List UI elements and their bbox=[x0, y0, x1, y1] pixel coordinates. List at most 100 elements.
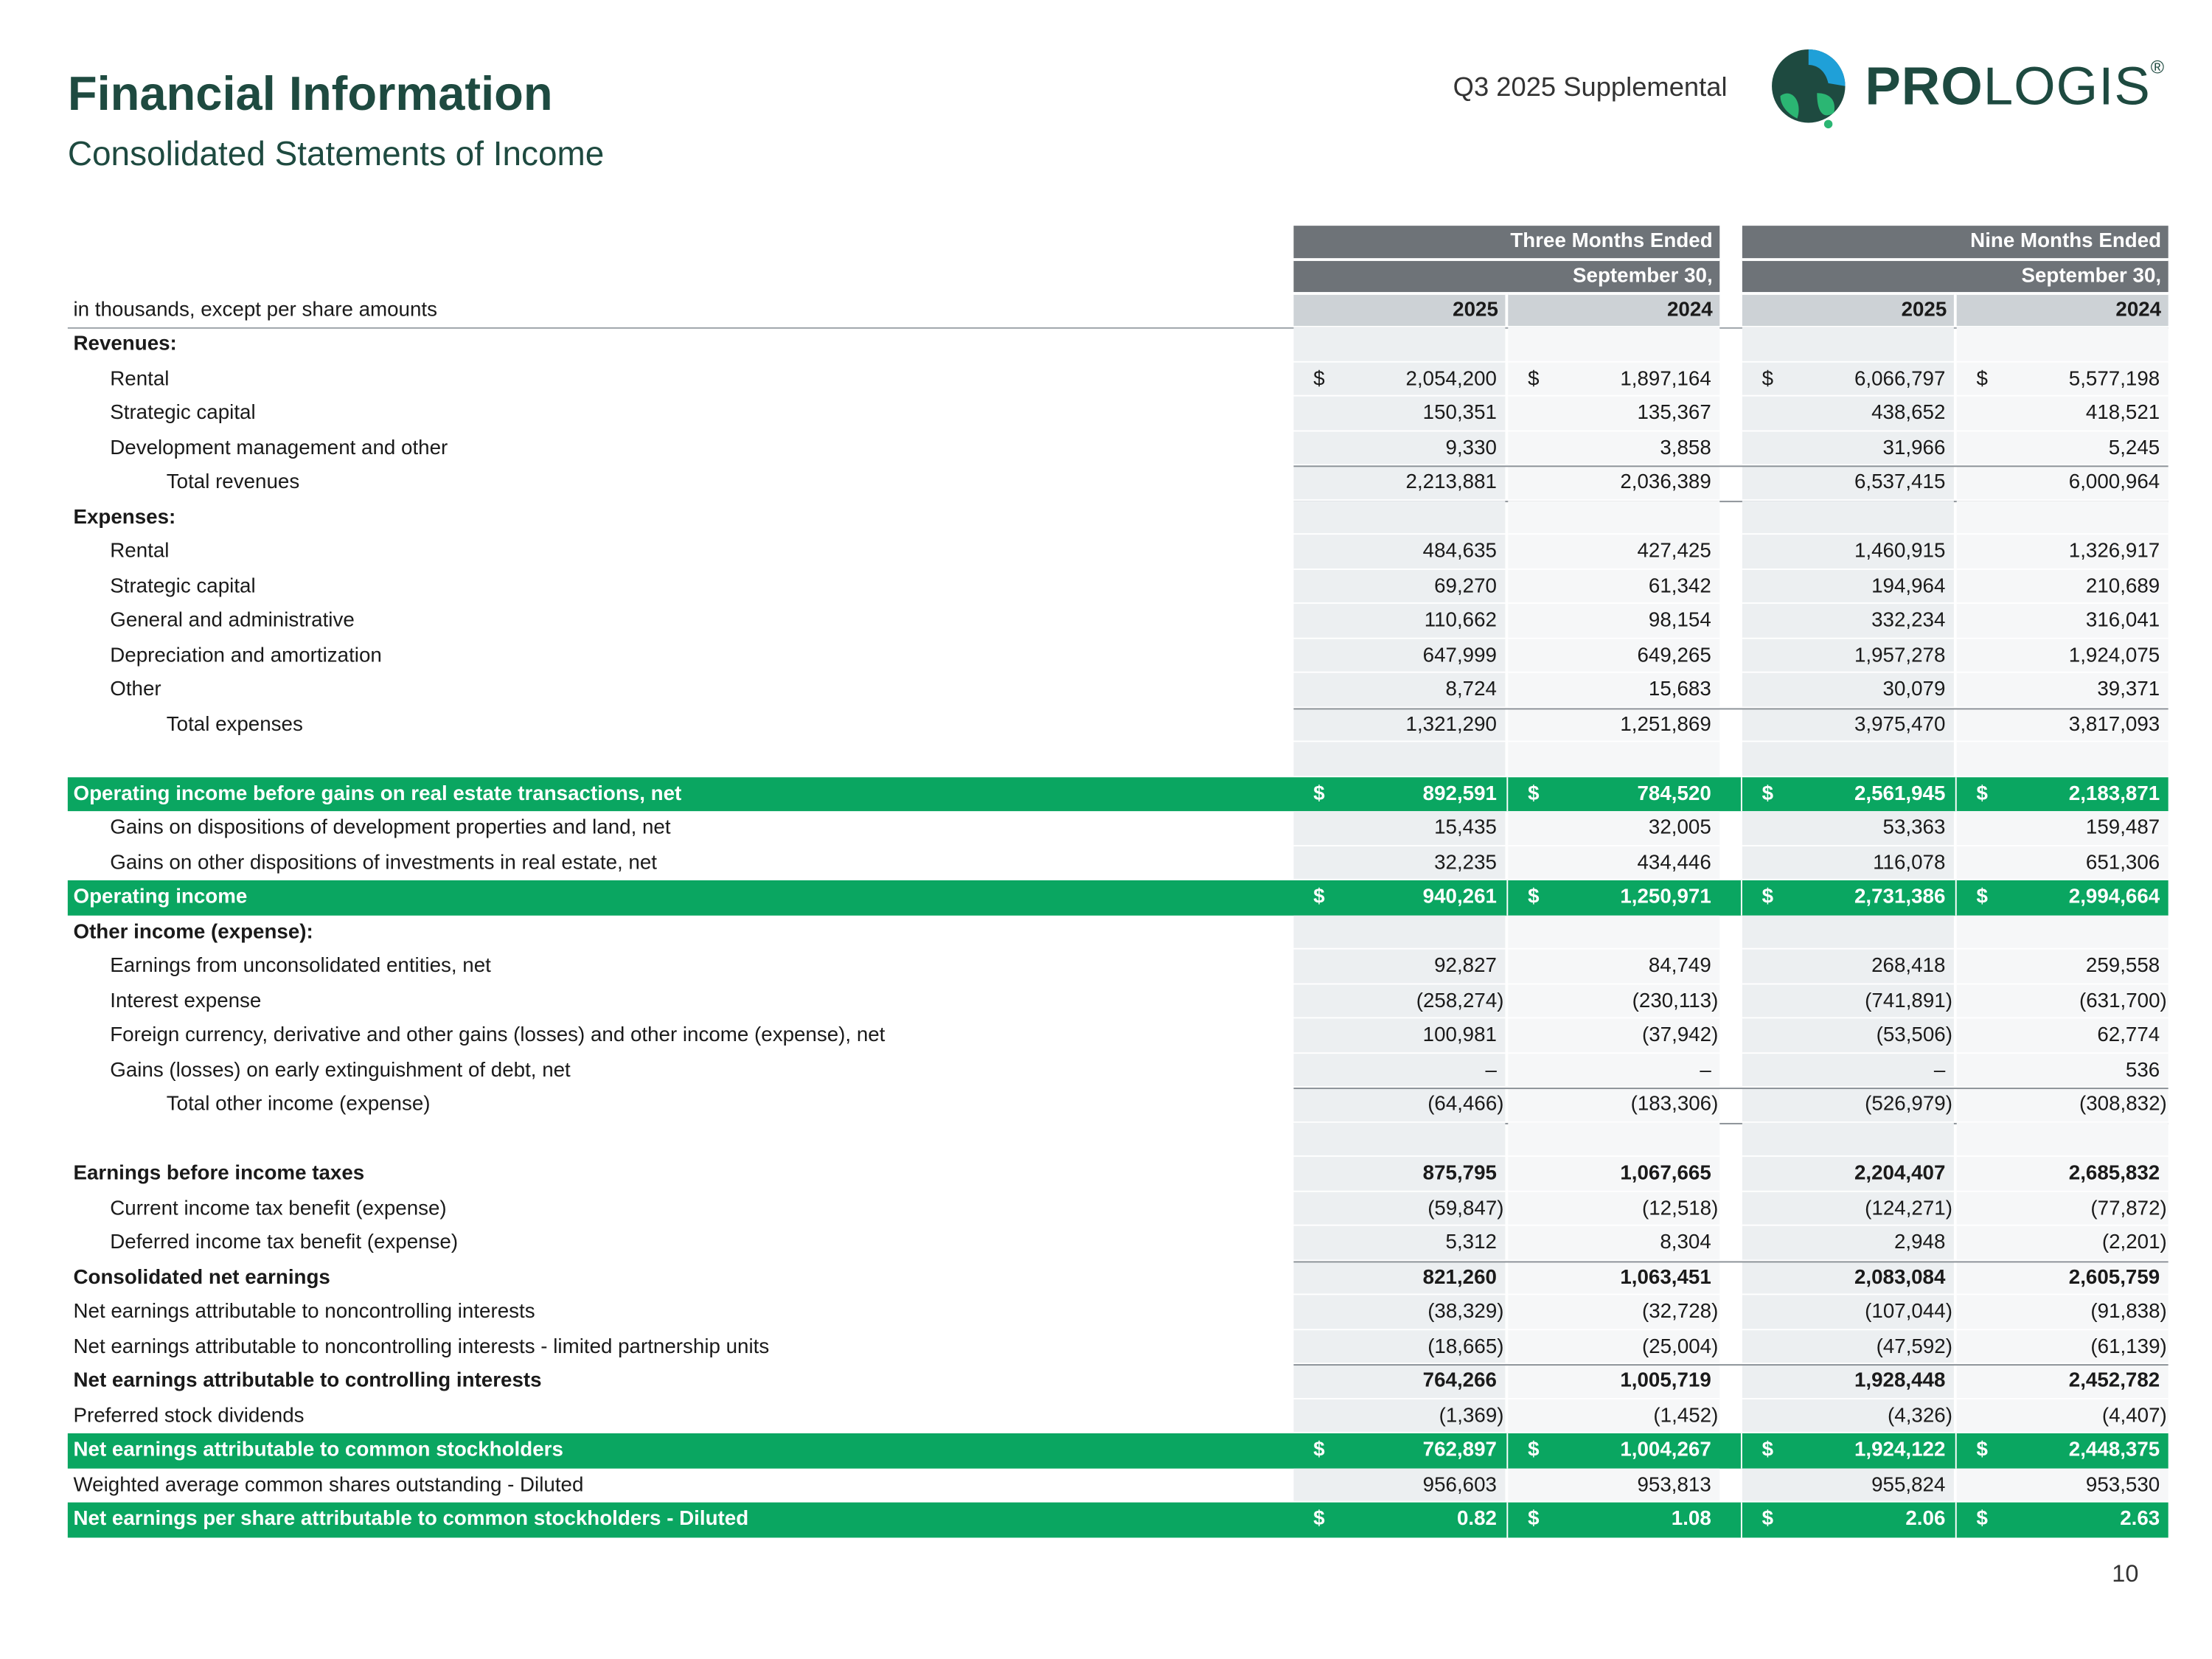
year-header: 2025 bbox=[1742, 293, 1954, 326]
value: (53,506) bbox=[1876, 1024, 1952, 1047]
cell-bg bbox=[1508, 1225, 1720, 1261]
value: (4,407) bbox=[2101, 1404, 2167, 1427]
cell-bg bbox=[1508, 1399, 1720, 1433]
value: 1,326,917 bbox=[2068, 540, 2160, 563]
value: 434,446 bbox=[1637, 851, 1711, 874]
row-label: Current income tax benefit (expense) bbox=[110, 1197, 447, 1220]
row-label: Development management and other bbox=[110, 437, 448, 459]
row-label: Preferred stock dividends bbox=[73, 1404, 305, 1427]
cell-bg bbox=[1956, 535, 2168, 570]
subtitle: Consolidated Statements of Income bbox=[67, 135, 605, 174]
cell-bg bbox=[1742, 846, 1954, 880]
value: 1,924,075 bbox=[2068, 644, 2160, 667]
value: – bbox=[1700, 1058, 1711, 1082]
cell-bg bbox=[1742, 465, 1954, 501]
cell-bg bbox=[1956, 707, 2168, 742]
cell-bg bbox=[1293, 1295, 1506, 1330]
value: 2,731,386 bbox=[1854, 886, 1946, 909]
total-rule bbox=[1293, 500, 2168, 502]
cell-bg bbox=[1956, 465, 2168, 501]
currency: $ bbox=[1528, 367, 1540, 391]
cell-bg bbox=[1293, 846, 1506, 880]
logo-icon bbox=[1772, 49, 1846, 129]
cell-bg bbox=[1293, 431, 1506, 466]
value: 32,235 bbox=[1434, 851, 1497, 874]
cell-bg bbox=[1956, 1260, 2168, 1295]
header-rule bbox=[67, 327, 2168, 329]
cell-bg bbox=[1742, 707, 1954, 742]
value: 100,981 bbox=[1422, 1024, 1497, 1047]
cell-bg bbox=[1956, 811, 2168, 846]
cell-bg bbox=[1508, 1260, 1720, 1295]
value: 762,897 bbox=[1422, 1439, 1497, 1462]
section-label: Consolidated net earnings bbox=[73, 1266, 330, 1289]
highlight-bar bbox=[67, 1502, 2168, 1537]
value: (38,329) bbox=[1427, 1301, 1504, 1324]
value: (308,832) bbox=[2079, 1093, 2167, 1116]
cell-bg bbox=[1508, 1053, 1720, 1088]
value: 30,079 bbox=[1882, 678, 1946, 701]
cell-bg bbox=[1956, 672, 2168, 708]
value: 110,662 bbox=[1424, 609, 1497, 633]
cell-bg bbox=[1293, 811, 1506, 846]
row-label: Deferred income tax benefit (expense) bbox=[110, 1231, 459, 1254]
value: 2,452,782 bbox=[2068, 1369, 2160, 1393]
cell-bg bbox=[1742, 396, 1954, 431]
value: 98,154 bbox=[1648, 609, 1711, 633]
divider bbox=[1506, 1433, 1509, 1468]
value: 2.06 bbox=[1905, 1508, 1946, 1531]
cell-bg bbox=[1742, 1399, 1954, 1433]
value: 69,270 bbox=[1434, 574, 1497, 598]
value: 6,066,797 bbox=[1854, 367, 1946, 391]
cell-bg bbox=[1742, 361, 1954, 397]
divider bbox=[1955, 776, 1957, 812]
cell-bg bbox=[1956, 396, 2168, 431]
cell-bg bbox=[1293, 984, 1506, 1019]
value: 2,036,389 bbox=[1620, 471, 1711, 494]
currency: $ bbox=[1976, 1508, 1988, 1531]
value: 1,957,278 bbox=[1854, 644, 1946, 667]
row-label: Strategic capital bbox=[110, 402, 256, 425]
cell-bg bbox=[1293, 1018, 1506, 1054]
currency: $ bbox=[1761, 782, 1774, 805]
value: 2.63 bbox=[2120, 1508, 2160, 1531]
cell-bg bbox=[1508, 707, 1720, 742]
cell-bg bbox=[1508, 1295, 1720, 1330]
cell-bg bbox=[1742, 500, 1954, 535]
cell-bg bbox=[1293, 707, 1506, 742]
value: (526,979) bbox=[1865, 1093, 1952, 1116]
value: 764,266 bbox=[1422, 1369, 1497, 1393]
divider bbox=[1506, 880, 1509, 915]
currency: $ bbox=[1976, 782, 1988, 805]
cell-bg bbox=[1956, 984, 2168, 1019]
cell-bg bbox=[1742, 327, 1954, 362]
cell-bg bbox=[1508, 1088, 1720, 1123]
cell-bg bbox=[1742, 535, 1954, 570]
value: 1,897,164 bbox=[1620, 367, 1711, 391]
value: 953,530 bbox=[2085, 1473, 2160, 1497]
row-label: Gains on other dispositions of investmen… bbox=[110, 851, 657, 874]
value: 8,724 bbox=[1445, 678, 1497, 701]
value: 2,183,871 bbox=[2068, 782, 2160, 805]
group-header: Nine Months Ended bbox=[1742, 226, 2168, 259]
value: 1,251,869 bbox=[1620, 713, 1711, 736]
section-label: Earnings before income taxes bbox=[73, 1162, 365, 1186]
year-header: 2024 bbox=[1508, 293, 1720, 326]
unit-note: in thousands, except per share amounts bbox=[73, 299, 437, 322]
value: 116,078 bbox=[1873, 851, 1946, 874]
currency: $ bbox=[1761, 1508, 1774, 1531]
value: (59,847) bbox=[1427, 1197, 1504, 1220]
value: 31,966 bbox=[1882, 437, 1946, 459]
cell-bg bbox=[1956, 569, 2168, 604]
value: – bbox=[1933, 1058, 1946, 1082]
value: 821,260 bbox=[1422, 1266, 1497, 1289]
cell-bg bbox=[1508, 638, 1720, 673]
row-label: Net earnings attributable to noncontroll… bbox=[73, 1335, 770, 1358]
cell-bg bbox=[1293, 1329, 1506, 1365]
highlight-bar bbox=[67, 880, 2168, 915]
value: 647,999 bbox=[1422, 644, 1497, 667]
value: (2,201) bbox=[2101, 1231, 2167, 1254]
cell-bg bbox=[1293, 1191, 1506, 1226]
total-rule bbox=[1293, 1088, 2168, 1090]
value: 92,827 bbox=[1434, 955, 1497, 978]
